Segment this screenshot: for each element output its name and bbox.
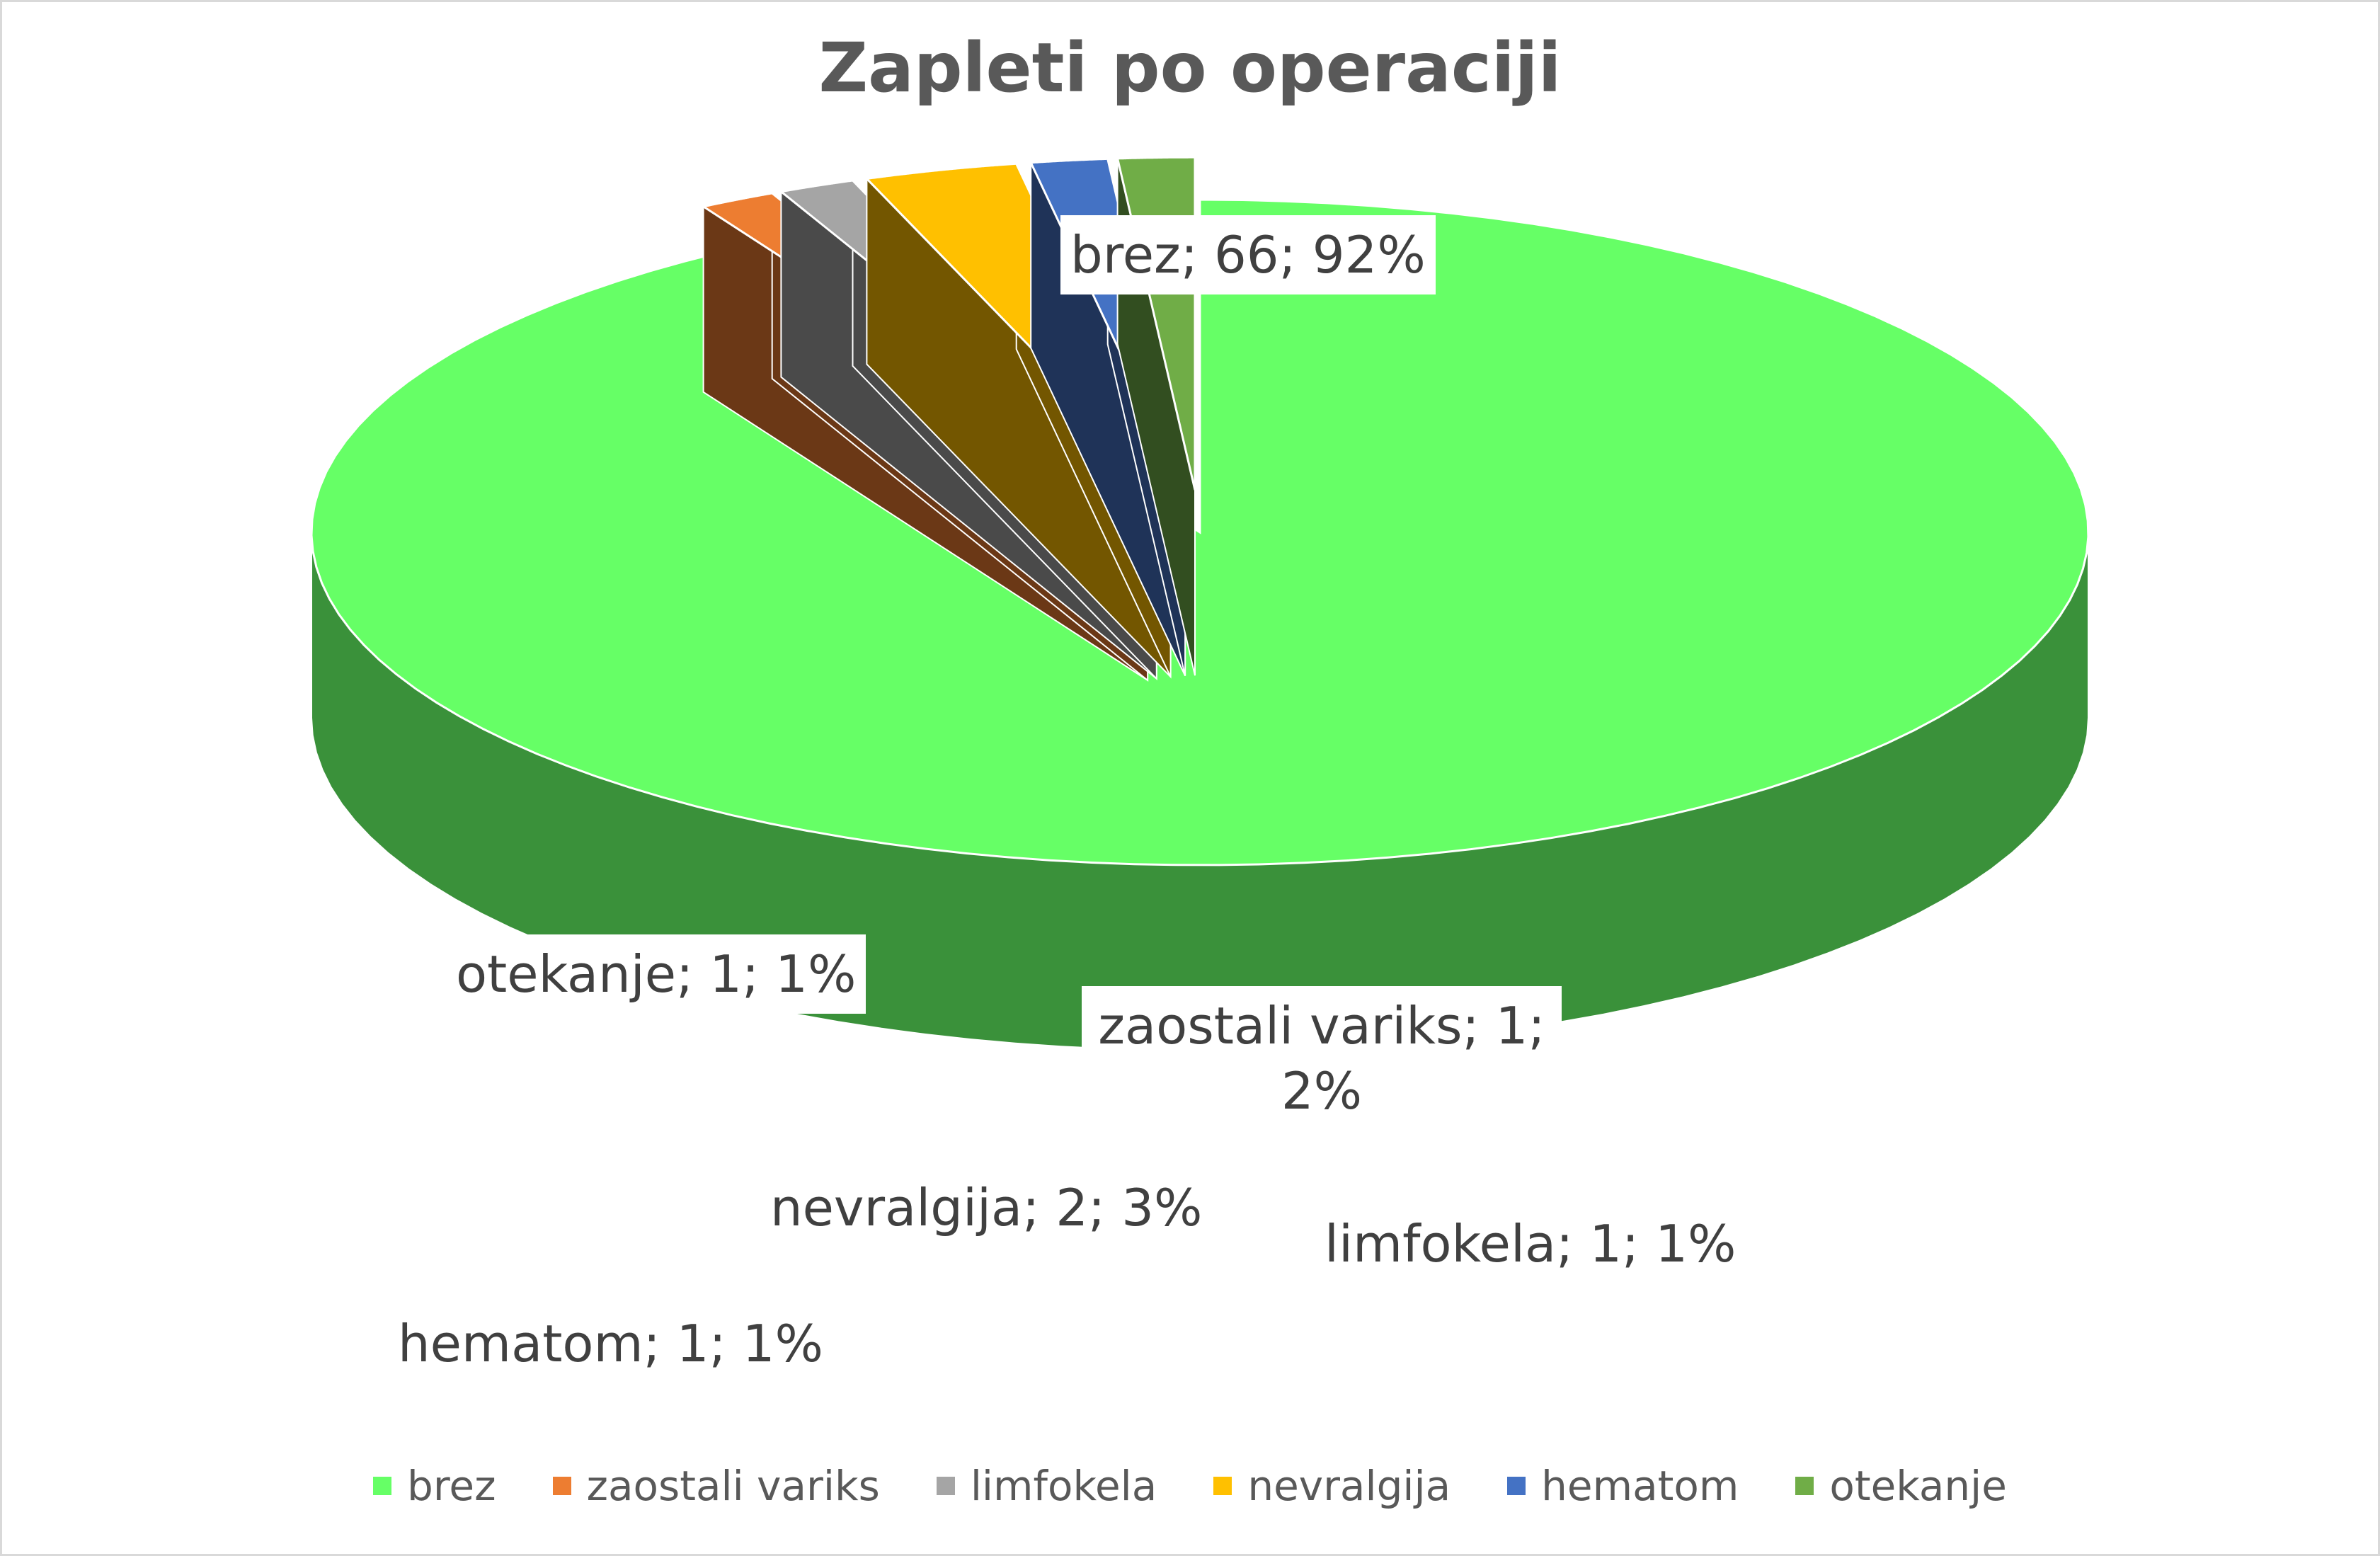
legend-swatch-otekanje bbox=[1795, 1477, 1814, 1495]
legend-swatch-hematom bbox=[1507, 1477, 1526, 1495]
data-label-nevralgija: nevralgija; 2; 3% bbox=[760, 1168, 1213, 1247]
legend-item-nevralgija: nevralgija bbox=[1213, 1462, 1451, 1510]
legend-item-hematom: hematom bbox=[1507, 1462, 1739, 1510]
legend-label-hematom: hematom bbox=[1541, 1462, 1739, 1510]
legend-swatch-zaostali-variks bbox=[552, 1477, 571, 1495]
legend-item-otekanje: otekanje bbox=[1795, 1462, 2007, 1510]
chart-legend: brez zaostali variks limfokela nevralgija he… bbox=[0, 1462, 2380, 1510]
legend-swatch-brez bbox=[373, 1477, 392, 1495]
pie-top-brez bbox=[310, 198, 2090, 866]
chart-title: Zapleti po operaciji bbox=[818, 28, 1562, 108]
data-label-otekanje: otekanje; 1; 1% bbox=[446, 934, 866, 1014]
data-label-zaostali-variks: zaostali variks; 1; 2% bbox=[1082, 986, 1562, 1131]
data-label-brez: brez; 66; 92% bbox=[1060, 215, 1436, 294]
legend-item-zaostali-variks: zaostali variks bbox=[552, 1462, 880, 1510]
legend-item-limfokela: limfokela bbox=[936, 1462, 1157, 1510]
legend-label-zaostali-variks: zaostali variks bbox=[586, 1462, 880, 1510]
legend-label-limfokela: limfokela bbox=[970, 1462, 1157, 1510]
data-label-limfokela: limfokela; 1; 1% bbox=[1315, 1204, 1746, 1283]
legend-label-nevralgija: nevralgija bbox=[1247, 1462, 1451, 1510]
data-label-hematom: hematom; 1; 1% bbox=[388, 1304, 833, 1383]
legend-label-brez: brez bbox=[407, 1462, 496, 1510]
legend-item-brez: brez bbox=[373, 1462, 496, 1510]
pie-slice-brez bbox=[310, 198, 2090, 1052]
legend-label-otekanje: otekanje bbox=[1829, 1462, 2007, 1510]
legend-swatch-nevralgija bbox=[1213, 1477, 1232, 1495]
legend-swatch-limfokela bbox=[936, 1477, 955, 1495]
